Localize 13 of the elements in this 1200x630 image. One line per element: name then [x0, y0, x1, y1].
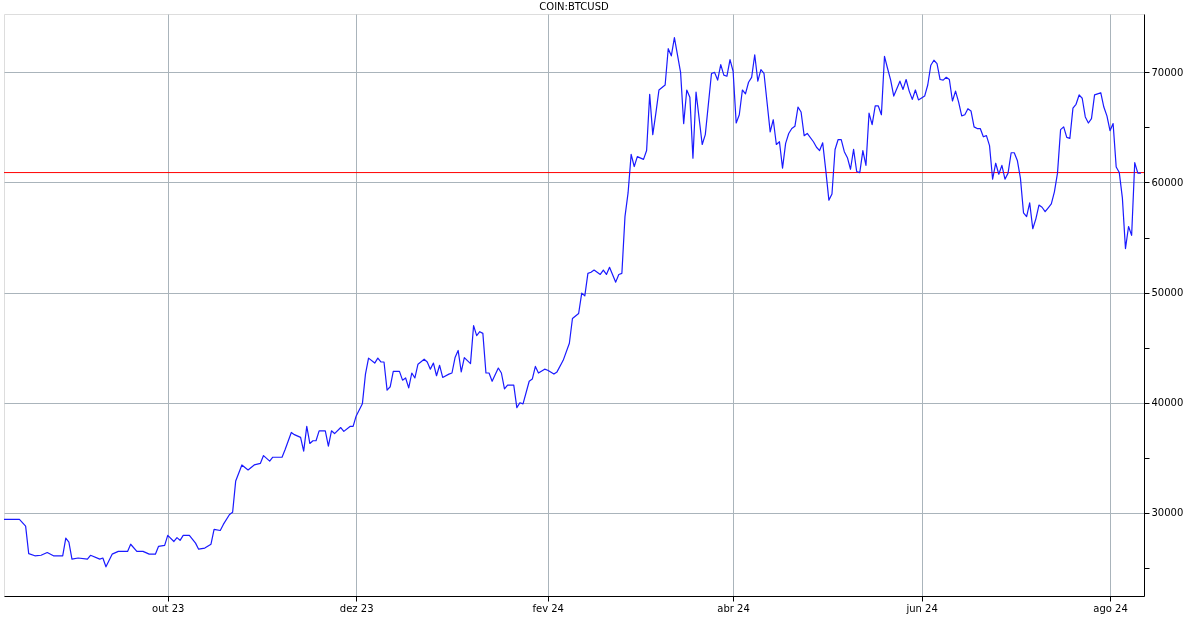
x-tick-label: ago 24	[1093, 602, 1128, 614]
y-tick-label: 30000	[1151, 507, 1184, 519]
x-tick-label: out 23	[152, 602, 185, 614]
x-tick-label: fev 24	[532, 602, 564, 614]
y-tick-label: 40000	[1151, 397, 1184, 409]
y-tick-label: 50000	[1151, 287, 1184, 299]
x-tick-label: dez 23	[339, 602, 374, 614]
line-series	[4, 37, 1142, 568]
y-tick-label: 60000	[1151, 176, 1184, 188]
x-tick-label: abr 24	[717, 602, 750, 614]
y-tick-label: 70000	[1151, 66, 1184, 78]
chart-title: COIN:BTCUSD	[539, 1, 609, 12]
x-tick-label: jun 24	[905, 602, 938, 614]
